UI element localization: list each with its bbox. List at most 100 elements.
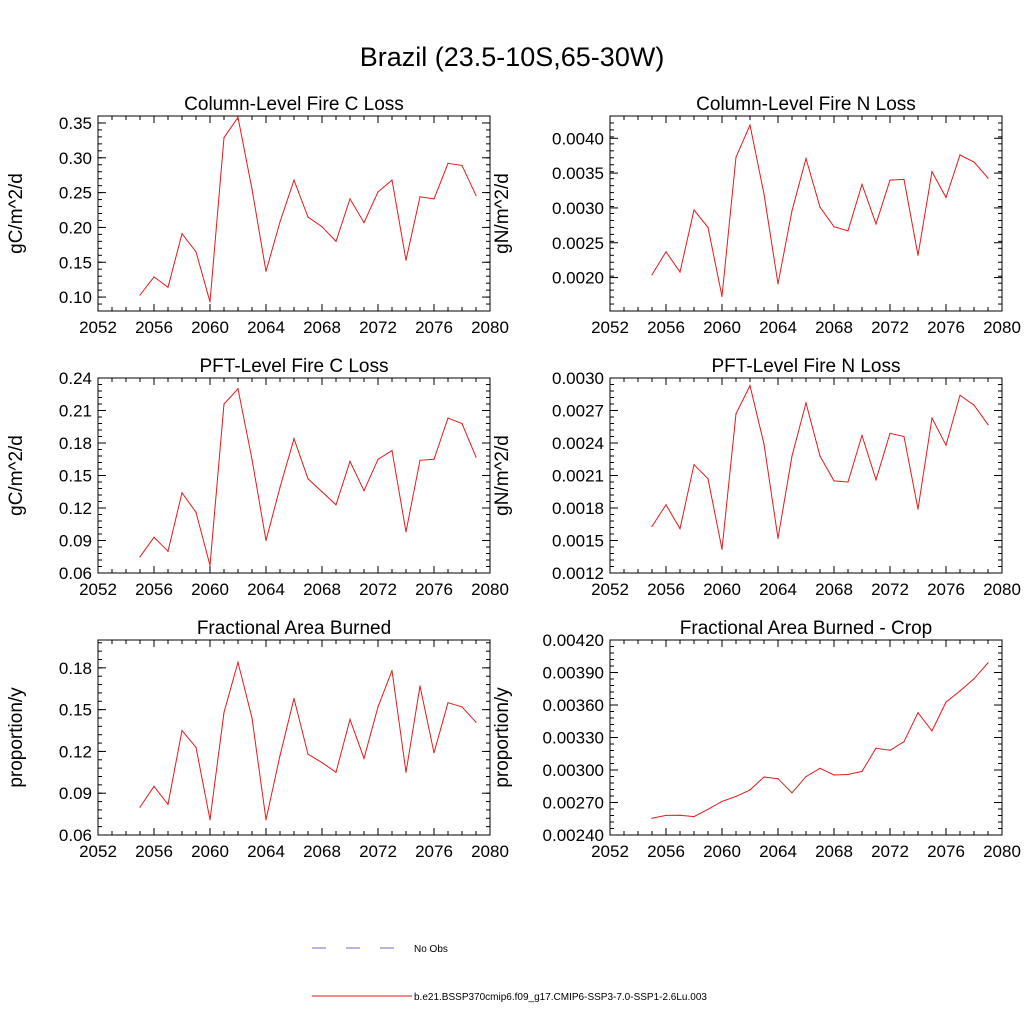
data-point [693, 464, 695, 466]
data-point [875, 747, 877, 749]
data-point [791, 792, 793, 794]
y-axis-label: gC/m^2/d [6, 435, 27, 516]
data-point [419, 196, 421, 198]
y-tick-label: 0.21 [59, 402, 92, 421]
data-point [251, 188, 253, 190]
data-point [679, 271, 681, 273]
data-point [763, 443, 765, 445]
data-point [195, 511, 197, 513]
y-tick-label: 0.00270 [543, 794, 604, 813]
data-point [377, 458, 379, 460]
x-tick-label: 2064 [759, 580, 797, 599]
legend-model-label: b.e21.BSSP370cmip6.f09_g17.CMIP6-SSP3-7.… [414, 992, 707, 1003]
data-point [223, 137, 225, 139]
data-point [181, 729, 183, 732]
y-tick-label: 0.12 [59, 499, 92, 518]
y-tick-label: 0.15 [59, 701, 92, 720]
data-point [237, 116, 239, 118]
y-tick-label: 0.06 [59, 826, 92, 845]
y-tick-label: 0.0015 [552, 532, 604, 551]
y-tick-label: 0.00390 [543, 664, 604, 683]
y-tick-label: 0.09 [59, 532, 92, 551]
x-tick-label: 2064 [247, 580, 285, 599]
data-point [707, 808, 709, 810]
x-tick-label: 2072 [871, 318, 909, 337]
x-tick-label: 2056 [647, 842, 685, 861]
plot-frame [609, 377, 1003, 574]
data-point [651, 525, 653, 528]
x-tick-label: 2080 [471, 318, 509, 337]
data-point [679, 528, 681, 530]
x-tick-label: 2060 [703, 318, 741, 337]
data-point [321, 226, 323, 228]
x-tick-label: 2072 [871, 580, 909, 599]
x-tick-label: 2056 [135, 318, 173, 337]
y-axis-label: gN/m^2/d [492, 173, 513, 254]
data-point [405, 259, 407, 261]
data-point [139, 556, 141, 558]
data-point [903, 741, 905, 743]
data-point [349, 460, 351, 462]
data-point [335, 504, 337, 506]
panel-title: Fractional Area Burned [197, 618, 391, 639]
panel-5: Fractional Area Burned 2052 2056 2060 2064 20… [6, 618, 509, 861]
data-point [987, 424, 989, 426]
x-tick-label: 2076 [415, 580, 453, 599]
x-tick-label: 2076 [927, 580, 965, 599]
data-point [763, 776, 765, 778]
data-point [279, 486, 281, 488]
data-point [889, 179, 891, 181]
x-tick-label: 2068 [303, 318, 341, 337]
x-tick-label: 2060 [191, 580, 229, 599]
data-point [875, 479, 877, 481]
y-tick-label: 0.18 [59, 659, 92, 678]
y-axis-label: proportion/y [6, 687, 27, 788]
panel-title: Column-Level Fire N Loss [696, 94, 916, 115]
figure-title: Brazil (23.5-10S,65-30W) [360, 42, 665, 72]
data-point [651, 274, 653, 276]
x-tick-label: 2072 [359, 318, 397, 337]
x-tick-label: 2052 [79, 318, 117, 337]
data-point [861, 770, 863, 773]
y-tick-label: 0.10 [59, 288, 92, 307]
panel-title: Fractional Area Burned - Crop [680, 618, 932, 639]
x-tick-label: 2056 [647, 580, 685, 599]
series-line [651, 384, 989, 550]
x-tick-label: 2068 [815, 318, 853, 337]
x-tick-label: 2068 [303, 580, 341, 599]
data-point [973, 161, 975, 163]
y-tick-label: 0.06 [59, 564, 92, 583]
data-point [167, 803, 169, 806]
data-point [987, 177, 989, 179]
legend: No Obs b.e21.BSSP370cmip6.f09_g17.CMIP6-… [312, 944, 707, 1003]
y-tick-label: 0.24 [59, 369, 92, 388]
series-line [651, 662, 989, 819]
y-tick-label: 0.00330 [543, 729, 604, 748]
y-tick-label: 0.0024 [552, 434, 604, 453]
data-point [833, 480, 835, 482]
x-tick-label: 2076 [927, 842, 965, 861]
x-tick-label: 2052 [79, 580, 117, 599]
data-point [363, 222, 365, 224]
x-tick-label: 2080 [471, 842, 509, 861]
data-point [335, 240, 337, 242]
data-point [447, 702, 449, 704]
series-line [139, 660, 477, 820]
data-point [391, 450, 393, 452]
data-point [265, 539, 267, 542]
data-point [279, 221, 281, 223]
data-point [475, 721, 477, 723]
data-point [349, 718, 351, 721]
data-point [973, 404, 975, 406]
data-point [167, 550, 169, 552]
data-point [433, 458, 435, 460]
data-point [405, 531, 407, 533]
data-point [153, 785, 155, 787]
x-tick-label: 2080 [983, 318, 1021, 337]
data-point [153, 276, 155, 278]
data-point [377, 706, 379, 708]
data-point [889, 749, 891, 751]
data-point [861, 434, 863, 436]
data-point [665, 504, 667, 506]
data-point [209, 564, 211, 567]
